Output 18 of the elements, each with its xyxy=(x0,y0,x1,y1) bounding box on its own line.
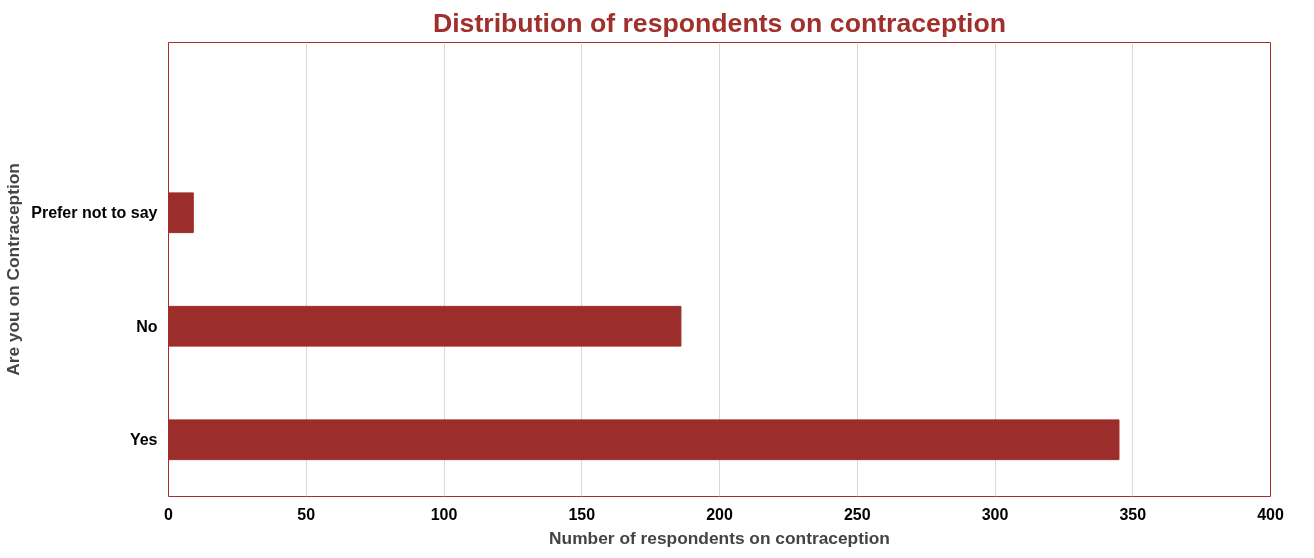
bar xyxy=(168,305,682,347)
y-tick-label: No xyxy=(136,317,158,335)
x-tick-label: 300 xyxy=(981,505,1009,523)
bar xyxy=(168,419,1120,461)
x-axis-title: Number of respondents on contraception xyxy=(549,527,890,548)
x-tick-label: 200 xyxy=(706,505,733,523)
x-tick-label: 150 xyxy=(568,505,596,523)
bar xyxy=(168,192,194,234)
x-tick-label: 400 xyxy=(1257,505,1284,523)
x-tick-label: 100 xyxy=(430,505,458,523)
x-tick-label: 250 xyxy=(843,505,871,523)
chart-title: Distribution of respondents on contraception xyxy=(432,7,1007,38)
x-tick-label: 50 xyxy=(297,505,316,523)
x-tick-label: 0 xyxy=(164,505,174,523)
y-tick-label: Prefer not to say xyxy=(31,204,158,222)
y-axis-title: Are you on Contraception xyxy=(3,163,24,376)
x-tick-label: 350 xyxy=(1119,505,1147,523)
y-tick-label: Yes xyxy=(129,431,158,449)
